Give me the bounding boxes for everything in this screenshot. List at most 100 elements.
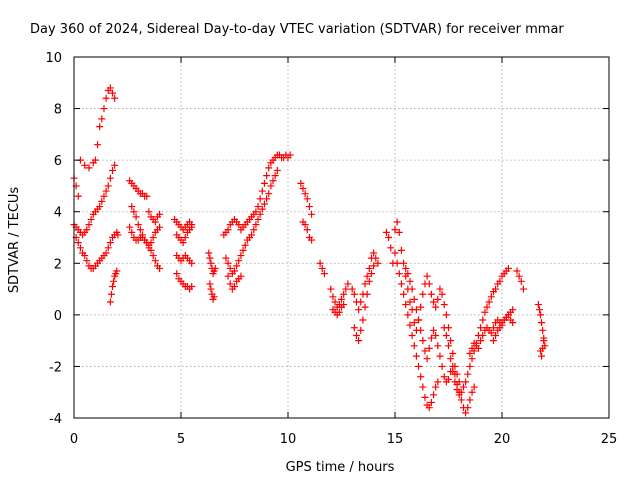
data-point (406, 277, 414, 285)
plot-frame (73, 56, 610, 419)
data-point (468, 355, 476, 363)
data-point (303, 226, 311, 234)
data-point (370, 249, 378, 257)
data-point (111, 161, 119, 169)
data-point (419, 290, 427, 298)
data-point (303, 195, 311, 203)
data-point (136, 226, 144, 234)
data-point (327, 285, 335, 293)
data-point (395, 228, 403, 236)
data-point (350, 290, 358, 298)
data-point (538, 352, 546, 360)
data-point (440, 324, 448, 332)
data-point (492, 331, 500, 339)
series-arc22 (513, 267, 527, 293)
data-point (206, 280, 214, 288)
data-point (449, 368, 457, 376)
data-point (540, 337, 548, 345)
data-point (98, 197, 106, 205)
data-point (468, 388, 476, 396)
series-arc19 (440, 264, 512, 399)
data-point (468, 344, 476, 352)
data-point (395, 270, 403, 278)
data-point (85, 164, 93, 172)
data-point (98, 115, 106, 123)
y-tick-label: 10 (45, 51, 62, 66)
data-point (211, 264, 219, 272)
y-axis-label: SDTVAR / TECUs (7, 187, 22, 294)
data-point (74, 239, 82, 247)
data-point (94, 141, 102, 149)
data-point (301, 190, 309, 198)
data-point (404, 311, 412, 319)
data-point (250, 226, 258, 234)
data-point (430, 298, 438, 306)
data-point (128, 228, 136, 236)
series-arc21 (489, 306, 517, 345)
data-point (147, 246, 155, 254)
data-point (406, 298, 414, 306)
data-point (128, 203, 136, 211)
data-point (382, 228, 390, 236)
data-point (256, 195, 264, 203)
data-point (425, 280, 433, 288)
data-point (397, 246, 405, 254)
data-point (237, 252, 245, 260)
data-point (430, 391, 438, 399)
data-point (393, 218, 401, 226)
data-point (106, 239, 114, 247)
data-point (470, 383, 478, 391)
data-point (265, 190, 273, 198)
data-point (316, 259, 324, 267)
data-point (404, 270, 412, 278)
data-point (271, 172, 279, 180)
data-point (355, 337, 363, 345)
series-arc7 (171, 215, 196, 267)
data-point (534, 301, 542, 309)
series-arc16 (382, 218, 463, 386)
data-point (361, 280, 369, 288)
data-point (222, 254, 230, 262)
data-point (357, 298, 365, 306)
data-point (235, 221, 243, 229)
data-point (415, 362, 423, 370)
data-point (254, 215, 262, 223)
data-point (419, 337, 427, 345)
data-point (397, 280, 405, 288)
data-point (102, 94, 110, 102)
data-point (438, 362, 446, 370)
data-point (410, 342, 418, 350)
data-point (110, 277, 118, 285)
data-point (96, 203, 104, 211)
data-point (459, 383, 467, 391)
data-point (224, 226, 232, 234)
data-point (402, 301, 410, 309)
data-point (447, 337, 455, 345)
data-point (400, 259, 408, 267)
data-point (106, 174, 114, 182)
data-point (107, 290, 115, 298)
chart-title: Day 360 of 2024, Sidereal Day-to-day VTE… (30, 22, 564, 37)
data-point (438, 290, 446, 298)
data-point (538, 319, 546, 327)
series-arc17 (391, 249, 442, 412)
data-point (344, 280, 352, 288)
y-tick-label: 2 (54, 257, 62, 272)
data-point (481, 308, 489, 316)
data-point (263, 195, 271, 203)
data-point (421, 393, 429, 401)
data-point (233, 262, 241, 270)
data-point (83, 257, 91, 265)
data-point (432, 303, 440, 311)
data-point (427, 290, 435, 298)
data-point (81, 252, 89, 260)
data-point (391, 249, 399, 257)
data-point (83, 226, 91, 234)
data-point (132, 213, 140, 221)
series-arc23 (534, 301, 549, 360)
series-arc1 (70, 84, 119, 200)
series-arc13 (297, 179, 316, 244)
data-point (109, 282, 117, 290)
data-point (496, 277, 504, 285)
series-arc11 (222, 166, 281, 278)
